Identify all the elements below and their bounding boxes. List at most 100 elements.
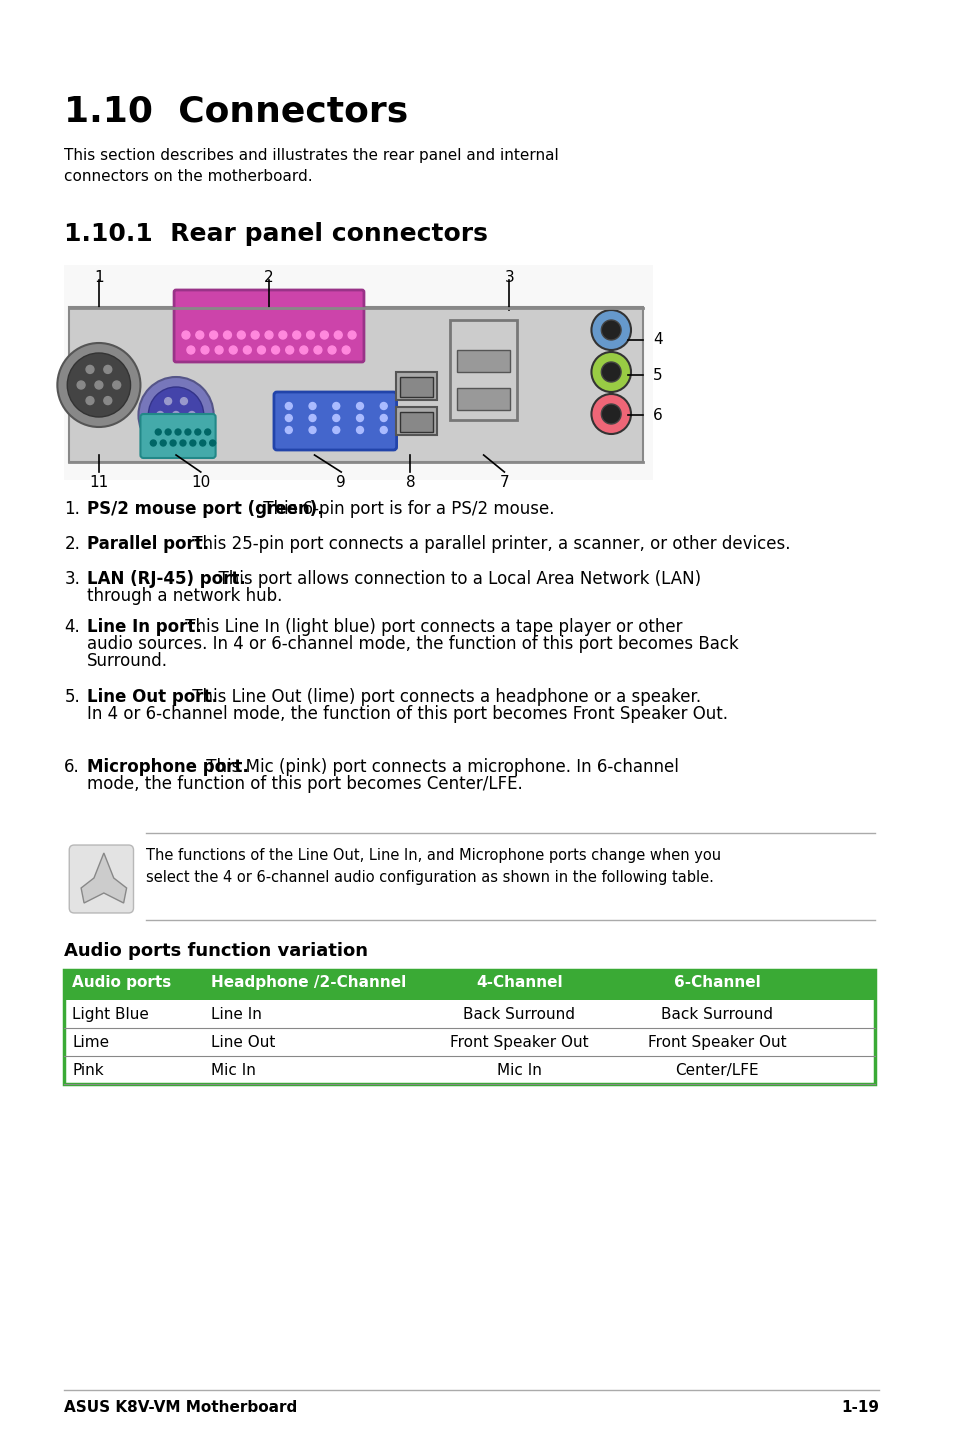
FancyBboxPatch shape: [70, 846, 133, 913]
Text: 1-19: 1-19: [841, 1401, 879, 1415]
Text: 11: 11: [90, 475, 109, 490]
Text: This Mic (pink) port connects a microphone. In 6-channel: This Mic (pink) port connects a micropho…: [201, 758, 679, 777]
Circle shape: [314, 347, 321, 354]
Text: 1.: 1.: [64, 500, 80, 518]
Circle shape: [205, 429, 211, 436]
Circle shape: [210, 440, 215, 446]
Circle shape: [174, 429, 181, 436]
Circle shape: [285, 414, 292, 421]
Circle shape: [223, 331, 232, 339]
Text: through a network hub.: through a network hub.: [87, 587, 282, 605]
Circle shape: [67, 352, 131, 417]
Text: Light Blue: Light Blue: [72, 1007, 149, 1022]
Text: The functions of the Line Out, Line In, and Microphone ports change when you
sel: The functions of the Line Out, Line In, …: [146, 848, 720, 886]
Text: This section describes and illustrates the rear panel and internal
connectors on: This section describes and illustrates t…: [64, 148, 558, 184]
Circle shape: [265, 331, 273, 339]
Circle shape: [328, 347, 335, 354]
Circle shape: [190, 440, 195, 446]
Text: 6: 6: [652, 407, 661, 423]
Circle shape: [243, 347, 251, 354]
Circle shape: [182, 331, 190, 339]
Circle shape: [380, 403, 387, 410]
Text: 7: 7: [499, 475, 509, 490]
Circle shape: [180, 440, 186, 446]
Text: Lime: Lime: [72, 1035, 110, 1050]
Bar: [64, 971, 874, 999]
Text: Mic In: Mic In: [211, 1063, 255, 1078]
Bar: [399, 413, 433, 431]
Circle shape: [57, 344, 140, 427]
Circle shape: [86, 365, 93, 374]
Circle shape: [257, 347, 265, 354]
Text: audio sources. In 4 or 6-channel mode, the function of this port becomes Back: audio sources. In 4 or 6-channel mode, t…: [87, 636, 738, 653]
Circle shape: [251, 331, 259, 339]
Circle shape: [165, 429, 171, 436]
Bar: [450, 321, 517, 420]
Text: Headphone /2-Channel: Headphone /2-Channel: [211, 975, 405, 989]
Polygon shape: [81, 853, 127, 903]
Circle shape: [356, 427, 363, 433]
Text: Front Speaker Out: Front Speaker Out: [647, 1035, 785, 1050]
Circle shape: [188, 411, 195, 418]
Circle shape: [195, 331, 204, 339]
Text: Line Out: Line Out: [211, 1035, 274, 1050]
Text: 6.: 6.: [64, 758, 80, 777]
Circle shape: [172, 411, 179, 418]
Circle shape: [155, 429, 161, 436]
Circle shape: [185, 429, 191, 436]
Text: Line In: Line In: [211, 1007, 261, 1022]
Circle shape: [380, 414, 387, 421]
Text: LAN (RJ-45) port.: LAN (RJ-45) port.: [87, 569, 246, 588]
Circle shape: [600, 404, 620, 424]
Circle shape: [272, 347, 279, 354]
Text: Surround.: Surround.: [87, 651, 168, 670]
Bar: [456, 349, 510, 372]
Circle shape: [112, 381, 120, 390]
Circle shape: [151, 440, 156, 446]
Text: In 4 or 6-channel mode, the function of this port becomes Front Speaker Out.: In 4 or 6-channel mode, the function of …: [87, 705, 727, 723]
FancyBboxPatch shape: [274, 393, 396, 450]
Circle shape: [194, 429, 200, 436]
Text: 2: 2: [264, 270, 274, 285]
Bar: [395, 407, 436, 436]
Circle shape: [285, 427, 292, 433]
Circle shape: [591, 394, 630, 434]
Circle shape: [149, 387, 204, 443]
Text: 5: 5: [652, 368, 661, 383]
Circle shape: [278, 331, 287, 339]
Text: 2.: 2.: [64, 535, 80, 554]
Circle shape: [342, 347, 350, 354]
Text: mode, the function of this port becomes Center/LFE.: mode, the function of this port becomes …: [87, 775, 522, 792]
Circle shape: [299, 347, 308, 354]
Bar: [64, 999, 874, 1028]
Text: 4-Channel: 4-Channel: [476, 975, 562, 989]
Circle shape: [333, 427, 339, 433]
Circle shape: [229, 347, 237, 354]
Text: Back Surround: Back Surround: [463, 1007, 575, 1022]
Text: 1.10.1  Rear panel connectors: 1.10.1 Rear panel connectors: [64, 221, 488, 246]
Text: Audio ports: Audio ports: [72, 975, 172, 989]
Text: 10: 10: [191, 475, 211, 490]
Text: 3.: 3.: [64, 569, 80, 588]
Circle shape: [237, 331, 245, 339]
Text: ASUS K8V-VM Motherboard: ASUS K8V-VM Motherboard: [64, 1401, 297, 1415]
Circle shape: [95, 381, 103, 390]
Text: 4.: 4.: [64, 618, 80, 636]
Circle shape: [286, 347, 294, 354]
Circle shape: [333, 414, 339, 421]
Text: Mic In: Mic In: [497, 1063, 541, 1078]
Text: This Line Out (lime) port connects a headphone or a speaker.: This Line Out (lime) port connects a hea…: [187, 687, 700, 706]
Circle shape: [600, 362, 620, 383]
Circle shape: [356, 403, 363, 410]
Text: This port allows connection to a Local Area Network (LAN): This port allows connection to a Local A…: [208, 569, 700, 588]
Text: Front Speaker Out: Front Speaker Out: [450, 1035, 588, 1050]
Circle shape: [309, 414, 315, 421]
Circle shape: [187, 347, 194, 354]
Circle shape: [320, 331, 328, 339]
Text: Back Surround: Back Surround: [660, 1007, 772, 1022]
Circle shape: [210, 331, 217, 339]
Text: 3: 3: [504, 270, 514, 285]
Text: 5.: 5.: [64, 687, 80, 706]
Bar: [399, 377, 433, 397]
Circle shape: [591, 311, 630, 349]
